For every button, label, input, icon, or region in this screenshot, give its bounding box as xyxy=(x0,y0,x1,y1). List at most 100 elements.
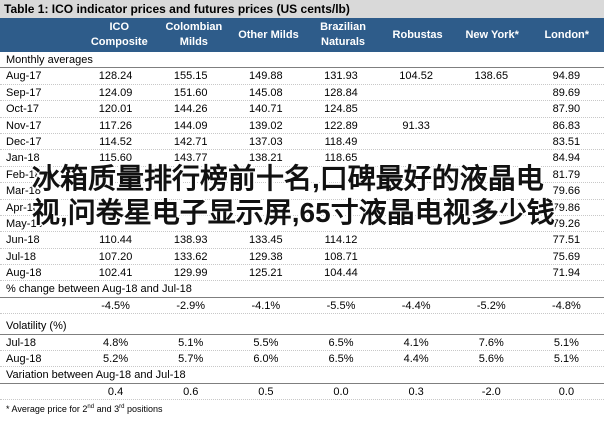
cell: 102.41 xyxy=(98,267,133,280)
cell: 155.15 xyxy=(173,70,208,83)
cell: 5.7% xyxy=(178,353,204,366)
cell: 137.03 xyxy=(249,135,283,148)
cell: 0.0 xyxy=(333,385,349,398)
section-label: % change between Aug-18 and Jul-18 xyxy=(0,281,604,298)
row-label: Apr-18 xyxy=(6,201,40,214)
cell: -4.1% xyxy=(251,299,281,312)
cell: 142.71 xyxy=(173,135,208,148)
cell: 128.24 xyxy=(98,70,133,83)
row-label: Jun-18 xyxy=(6,234,40,247)
cell: 89.69 xyxy=(552,86,581,99)
table-row: Jul-18 4.8% 5.1% 5.5% 6.5% 4.1% 7.6% 5.1% xyxy=(0,335,604,352)
cell: 138.65 xyxy=(474,70,509,83)
cell: 151.60 xyxy=(173,86,208,99)
cell: 5.2% xyxy=(103,353,129,366)
row-label xyxy=(0,298,78,313)
row-label: May-18 xyxy=(6,217,43,230)
cell: 0.5 xyxy=(258,385,274,398)
column-header: Other Milds xyxy=(238,28,299,41)
cell xyxy=(379,134,454,149)
cell: 4.8% xyxy=(103,336,129,349)
cell: 5.1% xyxy=(553,336,579,349)
cell xyxy=(379,249,454,264)
column-header: Colombian Milds xyxy=(165,21,223,48)
cell: 138.21 xyxy=(249,152,283,165)
cell: 5.1% xyxy=(178,336,204,349)
section-label: Monthly averages xyxy=(0,52,604,69)
cell: 71.94 xyxy=(552,267,581,280)
cell: 108.71 xyxy=(324,250,358,263)
cell xyxy=(454,249,529,264)
row-label: Aug-17 xyxy=(6,70,42,83)
cell: -5.5% xyxy=(326,299,356,312)
cell xyxy=(454,101,529,116)
cell: 86.83 xyxy=(552,119,581,132)
table-row: Oct-17 120.01 144.26 140.71 124.85 87.90 xyxy=(0,101,604,118)
cell: 128.84 xyxy=(324,86,358,99)
table-header: ICO Composite Colombian Milds Other Milds B… xyxy=(0,18,604,52)
row-label: Jul-18 xyxy=(6,250,36,263)
cell: 124.85 xyxy=(324,103,358,116)
footnote-text: and 3 xyxy=(94,404,120,415)
cell: 115.60 xyxy=(99,152,132,165)
cell: -5.2% xyxy=(476,299,506,312)
cell: 6.5% xyxy=(328,353,354,366)
table-row: Aug-17 128.24 155.15 149.88 131.93 104.52 138.… xyxy=(0,68,604,85)
cell: 129.38 xyxy=(249,250,283,263)
header-corner xyxy=(0,18,82,52)
cell: 122.89 xyxy=(324,119,358,132)
cell xyxy=(454,232,529,247)
cell: 83.51 xyxy=(552,135,581,148)
table-body: Monthly averages Aug-17 128.24 155.15 149.88… xyxy=(0,52,604,401)
cell: 81.79 xyxy=(552,168,581,181)
cell: 129.99 xyxy=(173,267,208,280)
cell: -2.0 xyxy=(481,385,501,398)
row-label: Dec-17 xyxy=(6,135,42,148)
table-row: -4.5% -2.9% -4.1% -5.5% -4.4% -5.2% -4.8% xyxy=(0,298,604,315)
cell: 79.26 xyxy=(552,217,581,230)
cell: 107.20 xyxy=(98,250,133,263)
column-header: Robustas xyxy=(392,28,443,41)
cell xyxy=(454,118,529,133)
footnote-text: positions xyxy=(124,404,163,415)
row-label: Aug-18 xyxy=(6,353,42,366)
cell: 114.12 xyxy=(324,234,358,247)
cell: 5.6% xyxy=(478,353,504,366)
cell: 139.02 xyxy=(249,119,283,132)
cell: -4.4% xyxy=(401,299,431,312)
footnote: * Average price for 2nd and 3rd position… xyxy=(0,400,604,414)
footnote-text: * Average price for 2 xyxy=(6,404,88,415)
row-label xyxy=(0,384,78,399)
cell: 0.6 xyxy=(183,385,199,398)
row-label: Nov-17 xyxy=(6,119,42,132)
cell: 87.90 xyxy=(552,103,581,116)
cell xyxy=(454,85,529,100)
cell: -4.5% xyxy=(101,299,130,312)
row-label: Jul-18 xyxy=(6,336,36,349)
cell: 118.49 xyxy=(324,135,358,148)
section-label: Variation between Aug-18 and Jul-18 xyxy=(0,367,604,384)
cell: 84.94 xyxy=(552,152,581,165)
cell xyxy=(379,265,454,280)
cell: 118.65 xyxy=(324,152,358,165)
cell: 75.69 xyxy=(552,250,581,263)
row-label: Aug-18 xyxy=(6,267,42,280)
cell: 143.77 xyxy=(173,152,208,165)
cell: 77.51 xyxy=(552,234,581,247)
cell: 4.4% xyxy=(403,353,429,366)
cell: 140.71 xyxy=(249,103,283,116)
row-label: Feb-18 xyxy=(6,168,41,181)
cell: 144.09 xyxy=(173,119,208,132)
cell: 104.44 xyxy=(324,267,358,280)
cell: -2.9% xyxy=(176,299,206,312)
overlay-text: 冰箱质量排行榜前十名,口碑最好的液晶电视,问卷星电子显示屏,65寸液晶电视多少钱 xyxy=(32,163,555,228)
footnote-sup: nd xyxy=(87,404,95,411)
cell: 5.1% xyxy=(553,353,579,366)
cell: 6.5% xyxy=(328,336,354,349)
row-label: Sep-17 xyxy=(6,86,42,99)
row-label: Mar-18 xyxy=(6,185,41,198)
cell: 4.1% xyxy=(403,336,429,349)
cell: 138.93 xyxy=(173,234,208,247)
table-row: Feb-18 81.79 xyxy=(0,167,604,184)
cell: 79.66 xyxy=(552,185,581,198)
